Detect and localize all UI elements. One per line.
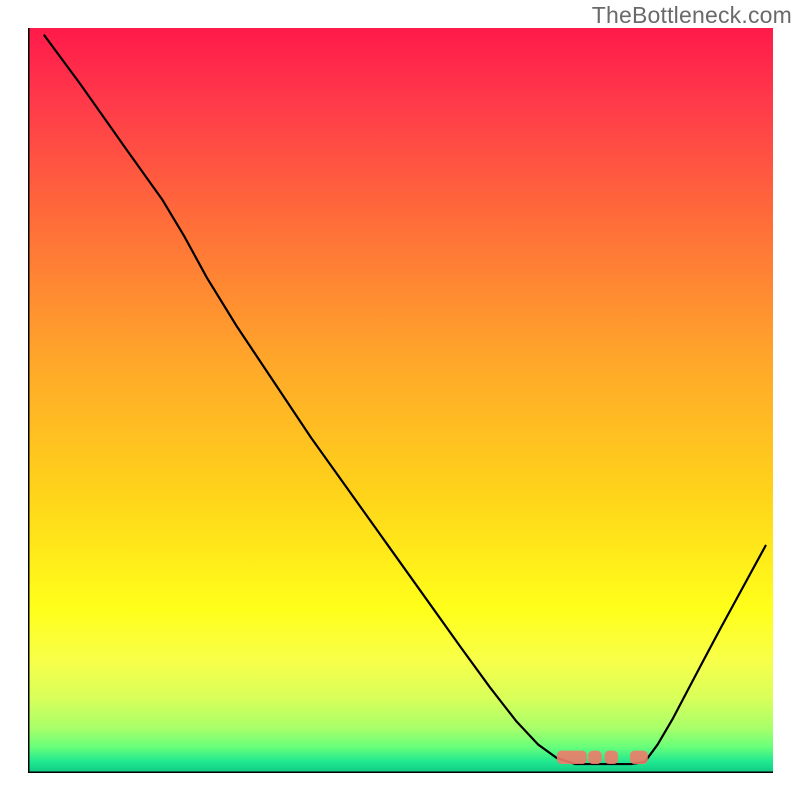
plot-area [28, 28, 773, 773]
chart-root: { "watermark": { "text": "TheBottleneck.… [0, 0, 800, 800]
chart-background [28, 28, 773, 773]
watermark-text: TheBottleneck.com [592, 2, 792, 29]
